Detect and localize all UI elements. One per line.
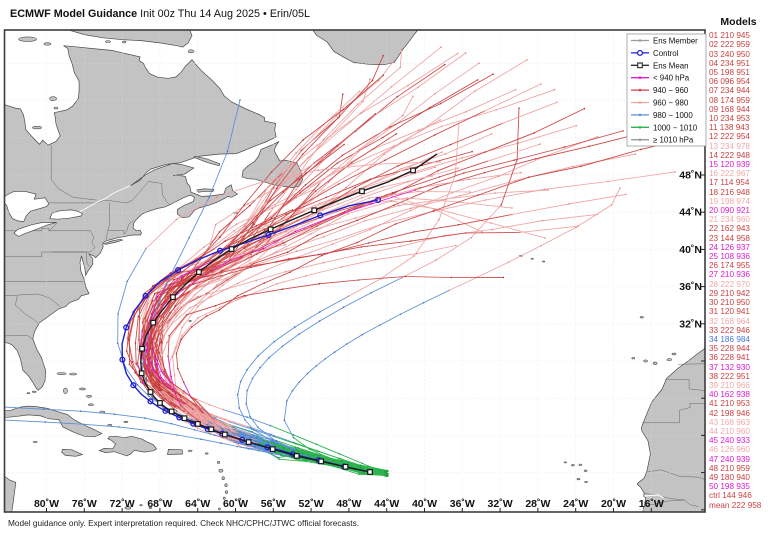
svg-text:56˚W: 56˚W	[261, 498, 286, 510]
svg-text:72˚W: 72˚W	[110, 498, 135, 510]
svg-text:44˚N: 44˚N	[679, 207, 702, 219]
svg-text:60˚W: 60˚W	[223, 498, 248, 510]
svg-text:64˚W: 64˚W	[185, 498, 210, 510]
svg-text:Ens Member: Ens Member	[653, 37, 698, 46]
svg-text:20˚W: 20˚W	[601, 498, 626, 510]
svg-text:960 − 980: 960 − 980	[653, 99, 689, 108]
svg-text:76˚W: 76˚W	[72, 498, 97, 510]
svg-text:44˚W: 44˚W	[374, 498, 399, 510]
svg-text:980 − 1000: 980 − 1000	[653, 111, 693, 120]
svg-text:< 940 hPa: < 940 hPa	[653, 74, 690, 83]
svg-text:36˚W: 36˚W	[450, 498, 475, 510]
svg-text:40˚N: 40˚N	[679, 244, 702, 256]
svg-text:28˚W: 28˚W	[525, 498, 550, 510]
svg-text:48˚N: 48˚N	[679, 170, 702, 182]
svg-text:80˚W: 80˚W	[34, 498, 59, 510]
svg-text:32˚N: 32˚N	[679, 318, 702, 330]
svg-text:940 − 960: 940 − 960	[653, 86, 689, 95]
svg-text:16˚W: 16˚W	[639, 498, 664, 510]
svg-text:48˚W: 48˚W	[336, 498, 361, 510]
svg-text:52˚W: 52˚W	[299, 498, 324, 510]
svg-text:Control: Control	[653, 49, 679, 58]
svg-text:≥ 1010 hPa: ≥ 1010 hPa	[653, 136, 694, 145]
svg-text:24˚W: 24˚W	[563, 498, 588, 510]
svg-text:68˚W: 68˚W	[147, 498, 172, 510]
svg-text:36˚N: 36˚N	[679, 281, 702, 293]
svg-text:40˚W: 40˚W	[412, 498, 437, 510]
svg-text:1000 − 1010: 1000 − 1010	[653, 123, 698, 132]
svg-text:32˚W: 32˚W	[488, 498, 513, 510]
svg-text:Ens Mean: Ens Mean	[653, 61, 689, 70]
